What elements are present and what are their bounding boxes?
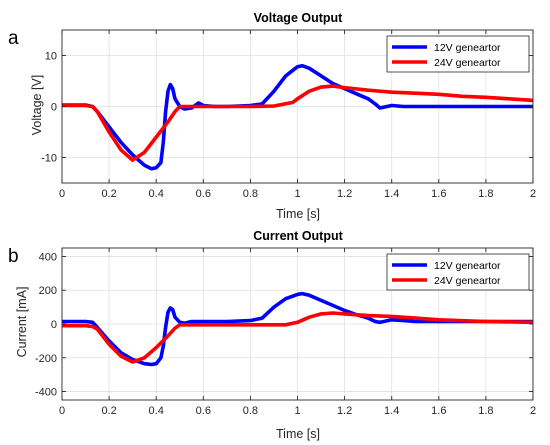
panel-b-title: Current Output xyxy=(253,229,343,243)
panel-b-xtick-label: 1.8 xyxy=(478,405,493,417)
panel-b-xlabel: Time [s] xyxy=(276,427,320,441)
panel-a-ytick-label: 10 xyxy=(45,51,57,63)
panel-b-ylabel: Current [mA] xyxy=(15,287,29,358)
panel-b-xtick-label: 1.4 xyxy=(384,405,399,417)
panel-a-letter: a xyxy=(8,28,19,49)
panel-a-plot: 0 0.2 0.4 0.6 0.8 1 1.2 1.4 1.6 1.8 2 -10 0 10 12V gen… xyxy=(41,29,536,200)
panel-a-ytick-label: -10 xyxy=(41,153,57,165)
panel-a-xtick-label: 0 xyxy=(59,188,65,200)
panel-a-series-24v-line xyxy=(62,84,533,162)
panel-a-xtick-label: 0.4 xyxy=(149,188,164,200)
panel-b-legend-label-12v: 12V geneartor xyxy=(434,260,501,272)
panel-a-title: Voltage Output xyxy=(254,11,343,25)
panel-b-ytick-label: 400 xyxy=(39,251,57,263)
panel-a-ytick-label: 0 xyxy=(51,102,57,114)
panel-a-xtick-label: 1.6 xyxy=(431,188,446,200)
panel-b-series-24v-line xyxy=(62,311,533,364)
panel-a-xtick-label: 2 xyxy=(530,188,536,200)
panel-b-legend: 12V geneartor 24V geneartor xyxy=(386,253,530,291)
panel-a-xtick-label: 0.2 xyxy=(101,188,116,200)
panel-a-xlabel: Time [s] xyxy=(276,207,320,221)
panel-a-xtick-label: 1.2 xyxy=(337,188,352,200)
panel-a-xtick-label: 0.6 xyxy=(196,188,211,200)
panel-a-xtick-label: 1.4 xyxy=(384,188,399,200)
panel-b-ytick-label: 200 xyxy=(39,285,57,297)
panel-a-xtick-label: 1 xyxy=(294,188,300,200)
panel-b-legend-label-24v: 24V geneartor xyxy=(434,275,501,287)
panel-a-legend: 12V geneartor 24V geneartor xyxy=(386,35,530,73)
panel-b-xtick-label: 1 xyxy=(294,405,300,417)
panel-a-xtick-label: 1.8 xyxy=(478,188,493,200)
panel-b-xtick-label: 1.2 xyxy=(337,405,352,417)
panel-b-xtick-label: 2 xyxy=(530,405,536,417)
panel-a-ylabel: Voltage [V] xyxy=(30,75,44,135)
panel-a-legend-label-12v: 12V geneartor xyxy=(434,42,501,54)
panel-b-ytick-label: -400 xyxy=(35,387,57,399)
panel-b-xtick-label: 0.4 xyxy=(149,405,164,417)
panel-b-ytick-label: 0 xyxy=(51,319,57,331)
panel-b-xtick-label: 0 xyxy=(59,405,65,417)
panel-b-xtick-label: 0.8 xyxy=(243,405,258,417)
panel-b-letter: b xyxy=(8,246,19,267)
panel-b-ytick-label: -200 xyxy=(35,353,57,365)
panel-a-xtick-label: 0.8 xyxy=(243,188,258,200)
panel-b-xtick-label: 1.6 xyxy=(431,405,446,417)
panel-b-plot: 0 0.2 0.4 0.6 0.8 1 1.2 1.4 1.6 1.8 2 -400 -200 0 200 4… xyxy=(35,247,536,417)
panel-a-legend-label-24v: 24V geneartor xyxy=(434,57,501,69)
panel-b-xtick-label: 0.2 xyxy=(101,405,116,417)
panel-b-xtick-label: 0.6 xyxy=(196,405,211,417)
panel-b-series-12v-line xyxy=(62,291,533,367)
